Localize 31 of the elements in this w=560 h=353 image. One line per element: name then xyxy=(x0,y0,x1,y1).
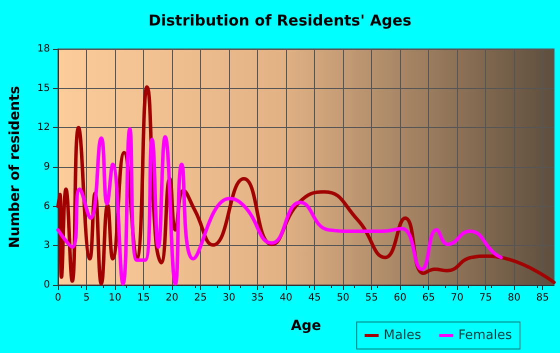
y-tick-label: 15 xyxy=(37,82,50,94)
x-tick-label: 60 xyxy=(394,292,406,304)
x-axis-title: Age xyxy=(290,318,322,334)
x-tick-label: 35 xyxy=(251,292,264,304)
x-tick-label: 0 xyxy=(54,292,62,304)
x-tick-label: 15 xyxy=(137,292,150,304)
x-tick-label: 30 xyxy=(222,292,236,304)
legend-label: Males xyxy=(384,328,422,343)
x-tick-label: 45 xyxy=(308,292,321,304)
x-tick-label: 85 xyxy=(536,292,549,304)
y-tick-label: 3 xyxy=(44,240,50,252)
x-tick-label: 25 xyxy=(194,292,207,304)
x-tick-label: 5 xyxy=(83,292,90,304)
legend-label: Females xyxy=(458,328,512,343)
y-tick-label: 12 xyxy=(37,122,50,134)
x-tick-label: 65 xyxy=(422,292,435,304)
x-tick-label: 55 xyxy=(365,292,378,304)
x-tick-label: 20 xyxy=(166,292,178,304)
y-tick-label: 6 xyxy=(44,200,50,212)
line-series xyxy=(56,127,503,286)
y-tick-label: 18 xyxy=(37,44,50,54)
x-tick-label: 10 xyxy=(108,292,122,304)
x-tick-label: 70 xyxy=(450,292,464,304)
y-tick-label: 9 xyxy=(44,162,50,172)
x-tick-label: 40 xyxy=(280,292,292,304)
x-tick-label: 50 xyxy=(336,292,350,304)
y-axis-title: Number of residents xyxy=(7,86,23,248)
chart-title: Distribution of Residents' Ages xyxy=(148,12,412,30)
x-tick-label: 80 xyxy=(508,292,520,304)
y-tick-label: 0 xyxy=(44,280,50,290)
x-tick-label: 75 xyxy=(479,292,492,304)
